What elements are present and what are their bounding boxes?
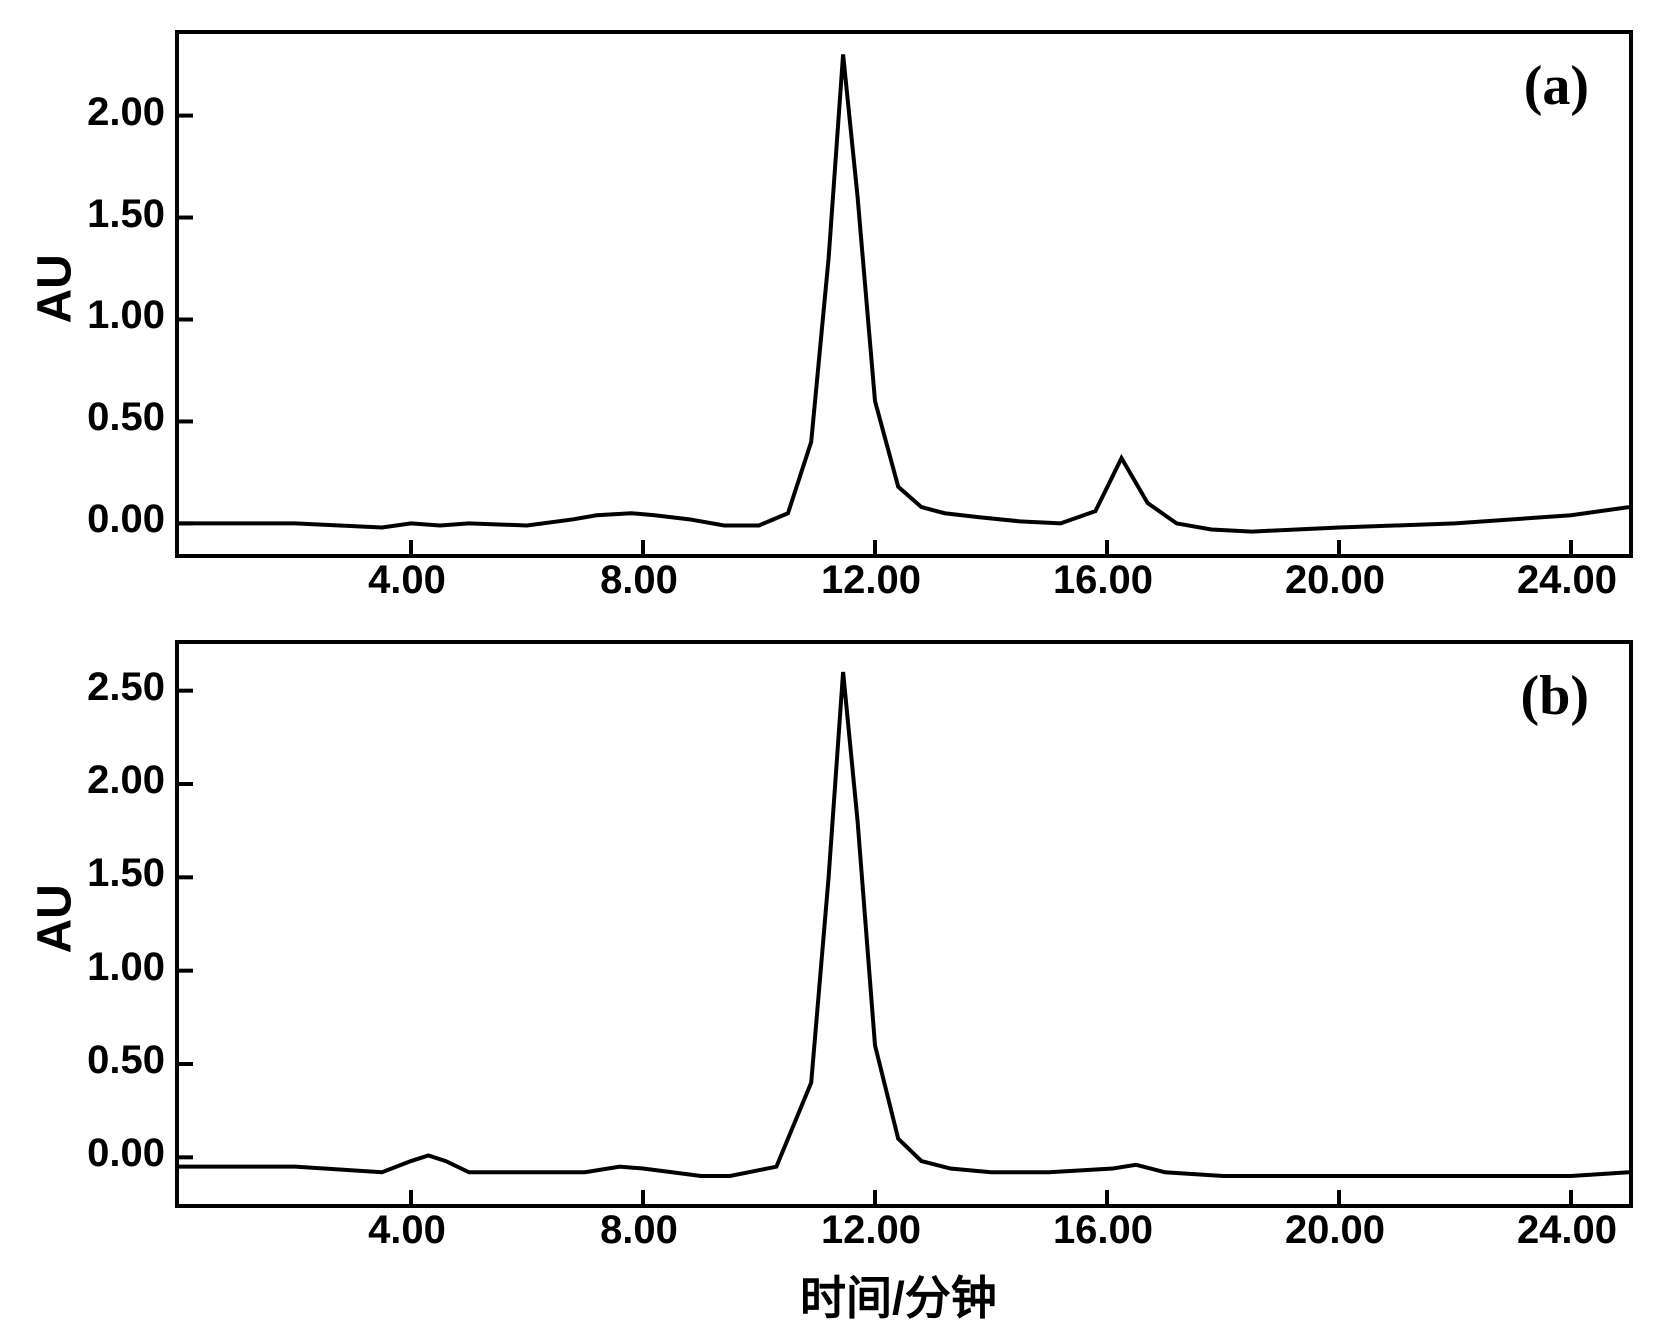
ytick-label: 1.50 <box>65 851 165 896</box>
ytick-label: 0.00 <box>65 1131 165 1176</box>
panel-a-label: (a) <box>1524 54 1589 118</box>
ytick-label: 0.00 <box>65 497 165 542</box>
chart-b-svg <box>179 644 1629 1204</box>
panel-a: (a) <box>175 30 1633 558</box>
ytick-label: 0.50 <box>65 1038 165 1083</box>
ytick-label: 0.50 <box>65 395 165 440</box>
xtick-label: 8.00 <box>584 1208 694 1253</box>
xlabel: 时间/分钟 <box>800 1262 997 1328</box>
panel-b-label: (b) <box>1521 664 1589 728</box>
ytick-label: 1.00 <box>65 945 165 990</box>
ytick-label: 1.50 <box>65 192 165 237</box>
chromatogram-figure: AU (a) 4.008.0012.0016.0020.0024.00 0.00… <box>0 0 1662 1323</box>
ytick-label: 1.00 <box>65 293 165 338</box>
xtick-label: 12.00 <box>816 558 926 603</box>
xtick-label: 20.00 <box>1280 558 1390 603</box>
xtick-label: 24.00 <box>1512 1208 1622 1253</box>
xtick-label: 12.00 <box>816 1208 926 1253</box>
xtick-label: 8.00 <box>584 558 694 603</box>
xtick-label: 16.00 <box>1048 558 1158 603</box>
panel-b: (b) <box>175 640 1633 1208</box>
xtick-label: 16.00 <box>1048 1208 1158 1253</box>
xtick-label: 4.00 <box>352 1208 462 1253</box>
ytick-label: 2.00 <box>65 90 165 135</box>
ytick-label: 2.00 <box>65 758 165 803</box>
xtick-label: 20.00 <box>1280 1208 1390 1253</box>
xtick-label: 24.00 <box>1512 558 1622 603</box>
chart-a-svg <box>179 34 1629 554</box>
ytick-label: 2.50 <box>65 665 165 710</box>
xtick-label: 4.00 <box>352 558 462 603</box>
